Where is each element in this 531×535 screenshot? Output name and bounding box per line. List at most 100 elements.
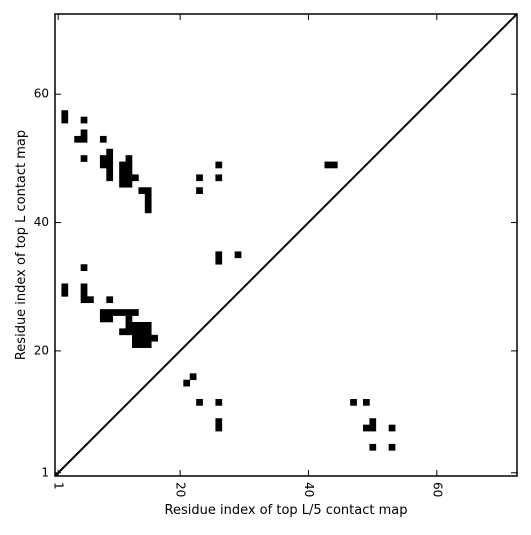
contact-cell-lower bbox=[215, 424, 223, 432]
contact-cell-upper bbox=[106, 315, 114, 323]
contact-cell-upper bbox=[144, 341, 152, 348]
contact-cell-upper bbox=[144, 328, 152, 336]
contact-cell-upper bbox=[99, 161, 107, 169]
contact-cell-upper bbox=[138, 322, 146, 329]
contact-cell-upper bbox=[106, 296, 114, 304]
contact-cell-lower bbox=[215, 418, 223, 425]
contact-cell-upper bbox=[106, 148, 114, 156]
x-tick-label: 60 bbox=[430, 482, 444, 497]
contact-cell-upper bbox=[215, 174, 223, 182]
contact-cell-upper bbox=[80, 289, 88, 297]
contact-cell-upper bbox=[119, 161, 126, 169]
contact-cell-upper bbox=[99, 135, 107, 143]
contact-cell-upper bbox=[112, 309, 120, 316]
contact-cell-upper bbox=[106, 309, 114, 316]
contact-cell-upper bbox=[106, 174, 114, 182]
contact-cell-upper bbox=[234, 251, 242, 259]
contact-cell-upper bbox=[106, 155, 114, 162]
y-tick-label: 40 bbox=[34, 215, 49, 229]
x-axis-label: Residue index of top L/5 contact map bbox=[165, 503, 408, 518]
contact-cell-upper bbox=[132, 341, 139, 348]
contact-cell-upper bbox=[132, 334, 139, 342]
contact-cell-upper bbox=[132, 174, 139, 182]
contact-cell-lower bbox=[363, 399, 370, 406]
contact-cell-upper bbox=[144, 206, 152, 214]
contact-cell-upper bbox=[119, 168, 126, 175]
contact-cell-upper bbox=[330, 161, 338, 169]
contact-cell-upper bbox=[125, 155, 133, 162]
contact-cell-upper bbox=[99, 155, 107, 162]
contact-cell-upper bbox=[215, 251, 223, 259]
y-axis-label: Residue index of top L contact map bbox=[14, 130, 29, 360]
contact-cell-upper bbox=[196, 187, 203, 194]
contact-cell-upper bbox=[125, 328, 133, 336]
contact-cell-upper bbox=[125, 174, 133, 182]
contact-cell-upper bbox=[106, 168, 114, 175]
contact-cell-lower bbox=[189, 373, 197, 381]
contact-cell-lower bbox=[363, 424, 370, 432]
contact-cell-lower bbox=[369, 418, 377, 425]
contact-cell-upper bbox=[196, 174, 203, 182]
contact-cell-upper bbox=[215, 161, 223, 169]
contact-cell-upper bbox=[215, 257, 223, 265]
contact-cell-upper bbox=[125, 161, 133, 169]
contact-cell-upper bbox=[138, 328, 146, 336]
contact-cell-upper bbox=[61, 116, 69, 124]
contact-cell-upper bbox=[80, 135, 88, 143]
contact-cell-upper bbox=[144, 334, 152, 342]
contact-cell-upper bbox=[138, 334, 146, 342]
axis-ticks: 1 20 40 60 1 20 40 60 bbox=[34, 14, 517, 497]
contact-cell-upper bbox=[87, 296, 94, 304]
contact-cells bbox=[61, 110, 396, 451]
contact-cell-upper bbox=[125, 322, 133, 329]
contact-cell-upper bbox=[144, 193, 152, 201]
contact-cell-upper bbox=[80, 155, 88, 162]
contact-cell-upper bbox=[119, 328, 126, 336]
contact-cell-upper bbox=[106, 161, 114, 169]
contact-cell-upper bbox=[61, 289, 69, 297]
contact-cell-lower bbox=[369, 443, 377, 451]
contact-cell-upper bbox=[119, 174, 126, 182]
contact-cell-upper bbox=[61, 110, 69, 117]
contact-cell-upper bbox=[138, 187, 146, 194]
diagonal-line bbox=[54, 13, 518, 477]
x-tick-label: 1 bbox=[52, 482, 66, 490]
contact-cell-upper bbox=[125, 315, 133, 323]
contact-cell-upper bbox=[324, 161, 332, 169]
contact-cell-upper bbox=[80, 264, 88, 271]
y-tick-label: 1 bbox=[41, 465, 49, 479]
contact-cell-upper bbox=[125, 168, 133, 175]
contact-cell-upper bbox=[144, 200, 152, 207]
contact-cell-lower bbox=[215, 399, 223, 406]
contact-cell-upper bbox=[138, 341, 146, 348]
contact-cell-lower bbox=[369, 424, 377, 432]
contact-cell-upper bbox=[99, 315, 107, 323]
contact-cell-upper bbox=[61, 283, 69, 291]
contact-cell-upper bbox=[99, 309, 107, 316]
y-tick-label: 20 bbox=[34, 343, 49, 357]
contact-cell-upper bbox=[119, 309, 126, 316]
contact-cell-upper bbox=[74, 135, 81, 143]
contact-cell-upper bbox=[80, 283, 88, 291]
contact-cell-lower bbox=[350, 399, 357, 406]
contact-cell-upper bbox=[125, 180, 133, 188]
contact-cell-upper bbox=[132, 322, 139, 329]
contact-cell-lower bbox=[196, 399, 203, 406]
y-tick-label: 60 bbox=[34, 87, 49, 101]
contact-cell-upper bbox=[125, 309, 133, 316]
contact-cell-upper bbox=[80, 129, 88, 137]
contact-cell-upper bbox=[144, 187, 152, 194]
contact-cell-upper bbox=[144, 322, 152, 329]
contact-cell-upper bbox=[151, 334, 158, 342]
x-tick-label: 40 bbox=[302, 482, 316, 497]
x-tick-label: 20 bbox=[174, 482, 188, 497]
contact-cell-upper bbox=[80, 116, 88, 124]
plot-frame bbox=[54, 13, 518, 477]
contact-cell-lower bbox=[388, 424, 396, 432]
contact-cell-lower bbox=[388, 443, 396, 451]
contact-cell-upper bbox=[132, 328, 139, 336]
contact-cell-upper bbox=[132, 309, 139, 316]
contact-cell-lower bbox=[183, 379, 191, 387]
